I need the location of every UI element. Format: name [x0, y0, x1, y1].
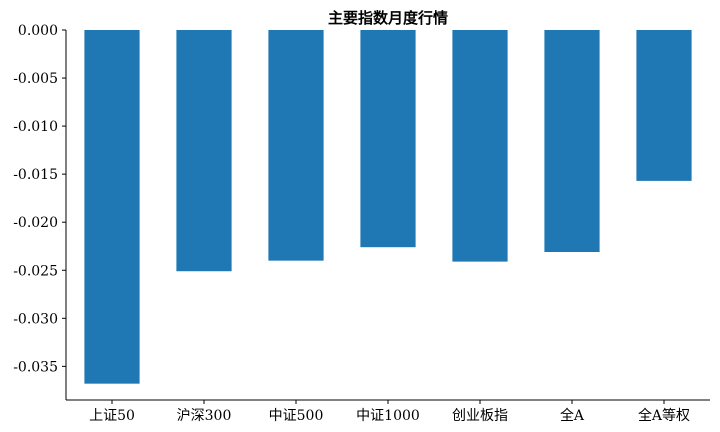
y-tick-label: -0.015: [13, 167, 58, 183]
y-axis: 0.000 -0.005 -0.010 -0.015 -0.020 -0.025 -0.03…: [13, 23, 67, 400]
y-tick-label: -0.010: [13, 119, 58, 135]
chart-title: 主要指数月度行情: [328, 9, 448, 27]
bar-创业板指: [452, 30, 508, 262]
y-tick-label: -0.030: [13, 311, 58, 327]
x-tick-label: 全A等权: [638, 407, 690, 424]
y-tick-label: -0.035: [13, 359, 58, 375]
bar-全A: [544, 30, 600, 252]
x-tick-label: 沪深300: [177, 408, 232, 424]
x-tick-label: 全A: [560, 407, 585, 424]
bars-group: [84, 30, 692, 384]
y-tick-label: -0.020: [13, 215, 58, 231]
bar-中证500: [268, 30, 324, 261]
bar-全A等权: [636, 30, 692, 181]
x-tick-label: 上证50: [89, 408, 135, 424]
x-tick-label: 创业板指: [452, 408, 508, 424]
x-tick-label: 中证1000: [356, 408, 420, 424]
x-tick-label: 中证500: [269, 408, 324, 424]
y-tick-label: -0.025: [13, 263, 58, 279]
x-axis: 上证50 沪深300 中证500 中证1000 创业板指 全A 全A等权: [66, 399, 710, 424]
bar-上证50: [84, 30, 140, 384]
bar-中证1000: [360, 30, 416, 248]
y-tick-label: -0.005: [13, 71, 58, 87]
y-tick-label: 0.000: [18, 23, 58, 39]
bar-沪深300: [176, 30, 232, 272]
